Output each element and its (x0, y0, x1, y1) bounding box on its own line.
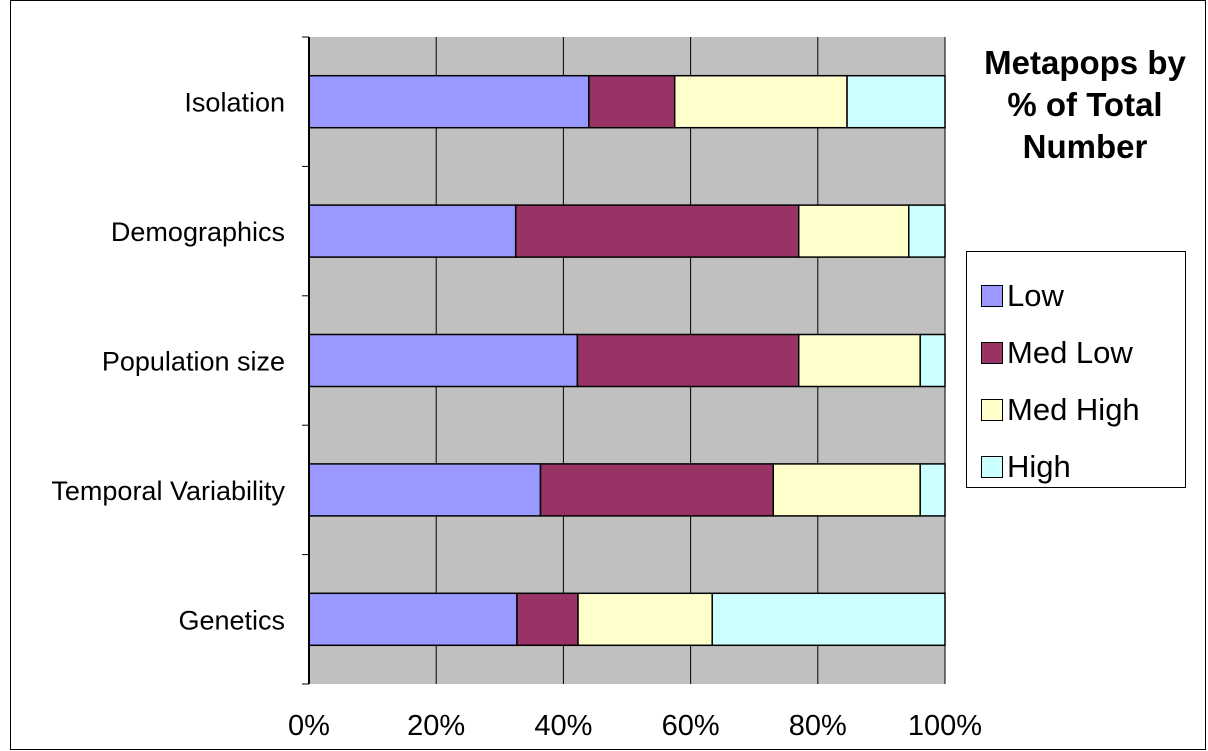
bar-segment (308, 333, 579, 388)
bar-segment (514, 204, 800, 258)
bar-segment (907, 204, 946, 258)
bar-segment (308, 463, 542, 517)
chart-title: Metapops by % of Total Number (984, 44, 1186, 165)
legend-item: Med Low (967, 324, 1185, 381)
x-tick-label: 20% (407, 710, 465, 742)
category-label: Population size (102, 347, 285, 377)
bar-segment (308, 204, 517, 258)
legend-swatch (981, 284, 1003, 307)
bar-segment (919, 463, 946, 517)
bar-segment (711, 592, 946, 647)
bar-segment (577, 592, 713, 647)
category-label: Demographics (111, 217, 285, 247)
legend-item: Low (967, 267, 1185, 324)
bar-segment (308, 74, 590, 129)
legend-label: Med Low (1007, 334, 1133, 370)
x-tick-label: 0% (288, 710, 330, 742)
x-tick-label: 60% (662, 710, 720, 742)
bar-segment (539, 463, 775, 517)
bar-segment (846, 74, 946, 129)
category-label: Isolation (184, 88, 285, 118)
category-label: Genetics (178, 605, 285, 635)
legend-item: Med High (967, 381, 1185, 438)
bar-segment (576, 333, 800, 388)
bar-segment (772, 463, 921, 517)
y-axis-ticks (302, 36, 309, 685)
bar-segment (516, 592, 579, 647)
bar-segment (673, 74, 848, 129)
bar-segment (797, 333, 921, 388)
bar-segment (919, 333, 946, 388)
legend-swatch (981, 341, 1003, 364)
x-axis-tick-labels: 0% 20% 40% 60% 80% 100% (288, 710, 982, 742)
x-tick-label: 100% (908, 710, 982, 742)
category-labels: Isolation Demographics Population size Temp… (51, 88, 285, 636)
legend-label: Med High (1007, 391, 1140, 427)
bar-segment (797, 204, 910, 258)
x-tick-label: 80% (789, 710, 847, 742)
category-label: Temporal Variability (51, 476, 285, 506)
x-tick-label: 40% (534, 710, 592, 742)
bar-segment (588, 74, 676, 129)
legend-swatch (981, 455, 1003, 478)
bars (308, 74, 946, 647)
legend-label: High (1007, 448, 1071, 484)
legend-label: Low (1007, 277, 1064, 313)
legend: Low Med Low Med High High (966, 251, 1186, 488)
legend-swatch (981, 398, 1003, 421)
legend-item: High (967, 438, 1185, 495)
bar-segment (308, 592, 518, 647)
